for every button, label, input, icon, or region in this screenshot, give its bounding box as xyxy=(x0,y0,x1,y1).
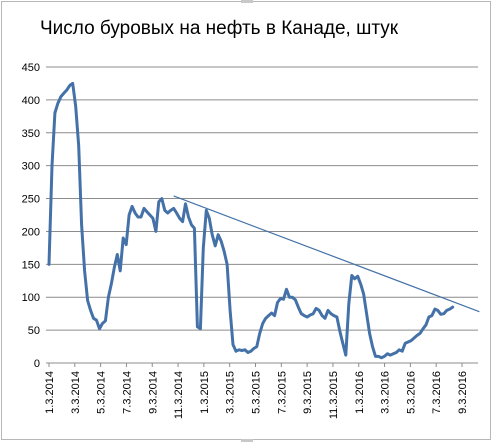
chart-resize-handle-bottom[interactable] xyxy=(241,439,253,442)
y-tick-label: 200 xyxy=(22,226,40,238)
trendline xyxy=(173,195,480,313)
x-tick-label: 3.3.2014 xyxy=(70,371,82,414)
x-tick-label: 7.3.2015 xyxy=(276,371,288,414)
y-tick-label: 300 xyxy=(22,161,40,173)
y-tick-label: 400 xyxy=(22,95,40,107)
x-tick-label: 11.3.2014 xyxy=(173,371,185,419)
trendline-layer xyxy=(173,195,480,313)
y-tick-label: 0 xyxy=(34,358,40,370)
chart-title: Число буровых на нефть в Канаде, штук xyxy=(40,18,399,39)
axes xyxy=(46,362,478,367)
x-tick-label: 7.3.2016 xyxy=(431,371,443,414)
y-tick-label: 50 xyxy=(28,325,40,337)
x-tick-label: 3.3.2015 xyxy=(225,371,237,414)
x-tick-label: 7.3.2014 xyxy=(121,371,133,414)
y-tick-label: 250 xyxy=(22,194,40,206)
x-tick-label: 9.3.2014 xyxy=(147,371,159,414)
x-tick-label: 5.3.2014 xyxy=(96,371,108,414)
x-tick-label: 9.3.2015 xyxy=(302,371,314,414)
x-tick-label: 5.3.2015 xyxy=(251,371,263,414)
y-tick-label: 350 xyxy=(22,128,40,140)
x-tick-label: 1.3.2016 xyxy=(354,371,366,414)
y-tick-label: 450 xyxy=(22,62,40,74)
gridlines xyxy=(46,66,478,331)
y-axis-tick-labels: 0 50 100 150 200 250 300 350 400 450 xyxy=(22,62,40,370)
series-line xyxy=(47,81,455,360)
x-tick-label: 9.3.2016 xyxy=(457,371,469,414)
series-layer xyxy=(47,81,455,360)
y-tick-label: 150 xyxy=(22,259,40,271)
x-axis-tick-labels: 1.3.2014 3.3.2014 5.3.2014 7.3.2014 9.3.2014… xyxy=(44,371,469,419)
x-tick-label: 1.3.2015 xyxy=(199,371,211,414)
x-tick-label: 11.3.2015 xyxy=(328,371,340,419)
x-tick-label: 3.3.2016 xyxy=(380,371,392,414)
x-tick-label: 1.3.2014 xyxy=(44,371,56,414)
chart-resize-handle-top[interactable] xyxy=(241,0,253,3)
x-tick-label: 5.3.2016 xyxy=(405,371,417,414)
y-tick-label: 100 xyxy=(22,292,40,304)
